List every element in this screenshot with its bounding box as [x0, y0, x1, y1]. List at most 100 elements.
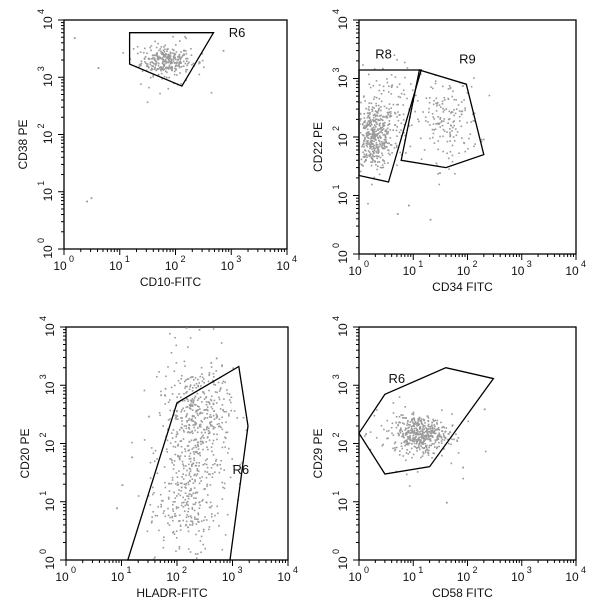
- event-point: [193, 415, 195, 417]
- x-tick-label: 10: [348, 570, 362, 584]
- event-point: [199, 425, 202, 428]
- event-point: [389, 137, 392, 139]
- event-point: [417, 434, 419, 436]
- event-point: [374, 136, 376, 139]
- event-point: [395, 416, 398, 418]
- event-point: [392, 129, 394, 131]
- event-point: [369, 147, 371, 150]
- event-point: [195, 523, 198, 525]
- event-point: [191, 432, 194, 434]
- event-point: [200, 480, 202, 482]
- event-point: [186, 469, 188, 472]
- event-point: [448, 118, 451, 120]
- event-point: [439, 135, 441, 138]
- event-point: [452, 136, 455, 138]
- event-point: [373, 152, 375, 155]
- event-point: [183, 53, 185, 56]
- event-point: [189, 408, 192, 410]
- event-point: [401, 447, 404, 450]
- event-point: [183, 410, 186, 412]
- y-tick-exponent: 3: [36, 66, 46, 71]
- event-point: [166, 439, 169, 442]
- event-point: [382, 128, 385, 130]
- event-point: [451, 425, 454, 427]
- event-point: [402, 89, 405, 92]
- event-point: [375, 96, 378, 99]
- event-point: [222, 380, 225, 383]
- event-point: [188, 424, 191, 427]
- event-point: [151, 65, 153, 67]
- event-point: [436, 104, 438, 107]
- event-point: [187, 504, 189, 507]
- event-point: [171, 69, 173, 71]
- event-point: [400, 122, 403, 125]
- event-point: [184, 387, 186, 389]
- event-point: [154, 514, 157, 517]
- event-point: [426, 438, 429, 440]
- y-axis-label: CD29 PE: [311, 428, 325, 478]
- event-point: [379, 156, 382, 159]
- event-point: [454, 112, 457, 115]
- event-point: [381, 166, 383, 169]
- event-point: [375, 437, 378, 439]
- event-point: [228, 393, 231, 395]
- event-point: [432, 431, 434, 434]
- event-point: [178, 546, 181, 548]
- event-point: [208, 389, 210, 392]
- event-point: [212, 428, 215, 430]
- event-point: [437, 427, 439, 430]
- event-point: [424, 116, 427, 118]
- event-point: [178, 429, 181, 431]
- event-point: [157, 42, 159, 45]
- event-point: [182, 463, 184, 465]
- event-point: [200, 420, 203, 422]
- event-point: [372, 116, 375, 119]
- event-point: [188, 467, 191, 470]
- event-point: [192, 522, 194, 525]
- event-point: [207, 436, 209, 438]
- event-point: [190, 495, 193, 497]
- event-point: [194, 492, 197, 494]
- event-point: [444, 437, 447, 440]
- event-point: [419, 441, 421, 443]
- event-point: [211, 450, 213, 453]
- event-point: [468, 137, 470, 140]
- event-point: [173, 70, 176, 73]
- event-point: [173, 62, 176, 64]
- event-point: [421, 435, 423, 438]
- event-point: [157, 73, 160, 76]
- event-point: [368, 73, 370, 76]
- event-point: [196, 409, 198, 412]
- event-point: [379, 142, 381, 145]
- event-point: [413, 430, 416, 432]
- event-point: [389, 153, 391, 156]
- event-point: [205, 476, 208, 479]
- event-point: [380, 424, 383, 427]
- event-point: [180, 445, 183, 448]
- event-point: [412, 422, 415, 425]
- event-point: [207, 380, 210, 383]
- event-point: [157, 58, 159, 61]
- event-point: [140, 62, 143, 65]
- event-point: [199, 396, 202, 398]
- event-point: [190, 494, 193, 496]
- event-point: [204, 470, 206, 473]
- event-point: [400, 414, 402, 416]
- x-tick-exponent: 3: [527, 565, 532, 575]
- event-point: [392, 447, 394, 450]
- event-point: [155, 46, 158, 49]
- event-point: [200, 431, 203, 434]
- event-point: [392, 412, 395, 414]
- event-point: [382, 146, 384, 149]
- event-point: [211, 442, 214, 445]
- event-point: [443, 426, 445, 429]
- event-point: [430, 86, 432, 88]
- event-point: [187, 510, 189, 513]
- event-point: [378, 84, 381, 86]
- event-point: [423, 438, 426, 440]
- event-point: [373, 151, 375, 153]
- event-point: [375, 118, 377, 121]
- event-point: [167, 366, 169, 368]
- event-point: [86, 200, 88, 203]
- event-point: [422, 452, 425, 455]
